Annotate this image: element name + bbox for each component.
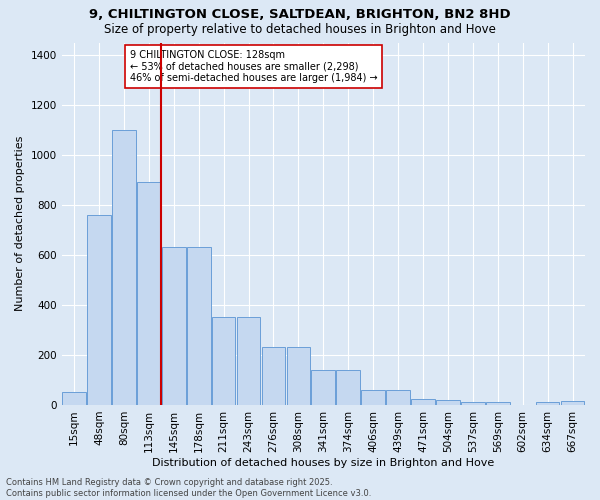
Bar [262,348,286,405]
X-axis label: Distribution of detached houses by size in Brighton and Hove: Distribution of detached houses by size … [152,458,494,468]
Text: Contains HM Land Registry data © Crown copyright and database right 2025.
Contai: Contains HM Land Registry data © Crown c… [6,478,371,498]
Bar [561,401,584,405]
Bar [87,215,111,405]
Bar [287,348,310,405]
Bar [237,318,260,405]
Text: 9 CHILTINGTON CLOSE: 128sqm
← 53% of detached houses are smaller (2,298)
46% of : 9 CHILTINGTON CLOSE: 128sqm ← 53% of det… [130,50,377,83]
Text: Size of property relative to detached houses in Brighton and Hove: Size of property relative to detached ho… [104,22,496,36]
Bar [486,402,509,405]
Bar [62,392,86,405]
Bar [212,318,235,405]
Bar [461,402,485,405]
Bar [337,370,360,405]
Bar [386,390,410,405]
Y-axis label: Number of detached properties: Number of detached properties [15,136,25,312]
Bar [436,400,460,405]
Bar [162,248,185,405]
Bar [137,182,161,405]
Bar [311,370,335,405]
Bar [536,402,559,405]
Bar [361,390,385,405]
Text: 9, CHILTINGTON CLOSE, SALTDEAN, BRIGHTON, BN2 8HD: 9, CHILTINGTON CLOSE, SALTDEAN, BRIGHTON… [89,8,511,20]
Bar [411,398,435,405]
Bar [187,248,211,405]
Bar [112,130,136,405]
